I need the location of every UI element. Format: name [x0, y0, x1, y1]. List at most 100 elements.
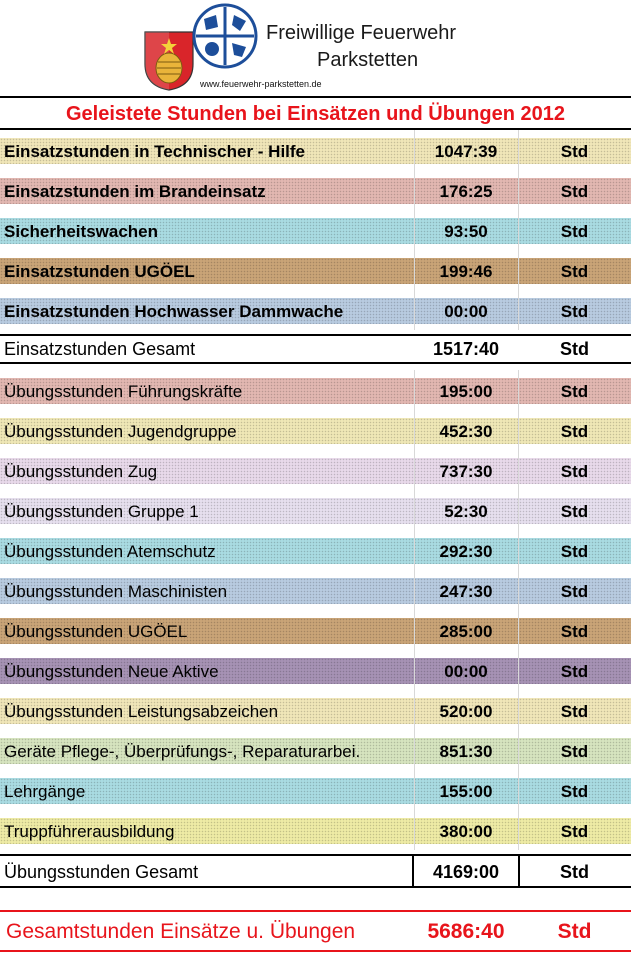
row-label: Übungsstunden Jugendgruppe [4, 422, 237, 441]
row-label: Geräte Pflege-, Überprüfungs-, Reparatur… [4, 742, 361, 761]
row-unit: Std [560, 742, 589, 761]
row-unit: Std [560, 542, 589, 561]
uebung-total-unit: Std [560, 862, 589, 882]
column-divider [518, 650, 519, 690]
table-row: Übungsstunden Maschinisten 247:30 Std [0, 570, 631, 610]
row-unit: Std [560, 622, 589, 641]
page-title: Geleistete Stunden bei Einsätzen und Übu… [66, 103, 565, 125]
einsatz-total-label: Einsatzstunden Gesamt [4, 339, 196, 359]
grand-total-row: Gesamtstunden Einsätze u. Übungen 5686:40… [0, 910, 631, 952]
row-label: Übungsstunden Zug [4, 462, 158, 481]
row-unit: Std [560, 502, 589, 521]
row-label: Übungsstunden Maschinisten [4, 582, 228, 601]
column-divider [518, 170, 519, 210]
table-row: Übungsstunden UGÖEL 285:00 Std [0, 610, 631, 650]
title-bar: Geleistete Stunden bei Einsätzen und Übu… [0, 96, 631, 130]
row-label: Übungsstunden UGÖEL [4, 622, 188, 641]
row-value: 520:00 [439, 702, 493, 721]
row-label: Einsatzstunden im Brandeinsatz [4, 182, 266, 201]
organization-location: Parkstetten [317, 49, 419, 71]
table-row: Einsatzstunden UGÖEL 199:46 Std [0, 250, 631, 290]
row-unit: Std [560, 222, 589, 241]
column-divider [414, 410, 415, 450]
row-color-band [0, 578, 631, 604]
row-label: Einsatzstunden UGÖEL [4, 262, 195, 281]
row-value: 380:00 [439, 822, 493, 841]
row-unit: Std [560, 782, 589, 801]
row-value: 195:00 [439, 382, 493, 401]
website-link[interactable]: www.feuerwehr-parkstetten.de [200, 79, 322, 89]
column-divider [518, 730, 519, 770]
table-row: Sicherheitswachen 93:50 Std [0, 210, 631, 250]
row-value: 93:50 [444, 222, 488, 241]
row-value: 155:00 [439, 782, 493, 801]
table-row: Übungsstunden Gruppe 1 52:30 Std [0, 490, 631, 530]
table-row: Übungsstunden Neue Aktive 00:00 Std [0, 650, 631, 690]
row-color-band [0, 218, 631, 244]
row-unit: Std [560, 662, 589, 681]
row-unit: Std [560, 182, 589, 201]
row-value: 452:30 [439, 422, 493, 441]
row-color-band [0, 778, 631, 804]
column-divider [414, 290, 415, 330]
grand-total-value: 5686:40 [427, 920, 505, 943]
row-label: Sicherheitswachen [4, 222, 159, 241]
table-row: Übungsstunden Leistungsabzeichen 520:00 St… [0, 690, 631, 730]
row-unit: Std [560, 462, 589, 481]
row-unit: Std [560, 142, 589, 161]
column-divider [414, 770, 415, 810]
column-divider [518, 690, 519, 730]
column-divider [414, 810, 415, 850]
row-value: 52:30 [444, 502, 488, 521]
column-divider [518, 250, 519, 290]
uebung-total-value: 4169:00 [432, 862, 500, 882]
column-divider [518, 370, 519, 410]
row-value: 00:00 [444, 302, 488, 321]
table-row: Geräte Pflege-, Überprüfungs-, Reparatur… [0, 730, 631, 770]
row-unit: Std [560, 822, 589, 841]
column-divider [414, 730, 415, 770]
column-divider [414, 210, 415, 250]
row-label: Einsatzstunden Hochwasser Dammwache [4, 302, 344, 321]
row-unit: Std [560, 422, 589, 441]
column-divider [518, 856, 520, 886]
row-color-band [0, 138, 631, 164]
row-value: 199:46 [439, 262, 493, 281]
row-color-band [0, 738, 631, 764]
row-color-band [0, 418, 631, 444]
einsatz-total-unit: Std [560, 339, 589, 359]
grand-total-unit: Std [557, 920, 592, 943]
row-color-band [0, 658, 631, 684]
column-divider [518, 210, 519, 250]
einsatz-total-row: Einsatzstunden Gesamt 1517:40 Std [0, 334, 631, 364]
row-color-band [0, 178, 631, 204]
row-label: Lehrgänge [4, 782, 86, 801]
column-divider [518, 290, 519, 330]
column-divider [518, 130, 519, 170]
column-divider [414, 130, 415, 170]
column-divider [518, 810, 519, 850]
row-value: 737:30 [439, 462, 493, 481]
row-value: 1047:39 [434, 142, 498, 161]
row-value: 00:00 [444, 662, 488, 681]
row-label: Einsatzstunden in Technischer - Hilfe [4, 142, 306, 161]
row-color-band [0, 498, 631, 524]
column-divider [414, 690, 415, 730]
column-divider [518, 770, 519, 810]
table-row: Übungsstunden Führungskräfte 195:00 Std [0, 370, 631, 410]
row-color-band [0, 458, 631, 484]
column-divider [518, 450, 519, 490]
row-value: 285:00 [439, 622, 493, 641]
column-divider [518, 610, 519, 650]
column-divider [518, 570, 519, 610]
fire-department-emblem-icon [192, 3, 258, 69]
column-divider [414, 490, 415, 530]
page-header: Freiwillige Feuerwehr Parkstetten www.fe… [0, 0, 631, 96]
column-divider [414, 650, 415, 690]
column-divider [414, 610, 415, 650]
row-color-band [0, 258, 631, 284]
uebung-total-row: Übungsstunden Gesamt 4169:00 Std [0, 854, 631, 888]
column-divider [414, 370, 415, 410]
row-color-band [0, 538, 631, 564]
table-row: Lehrgänge 155:00 Std [0, 770, 631, 810]
